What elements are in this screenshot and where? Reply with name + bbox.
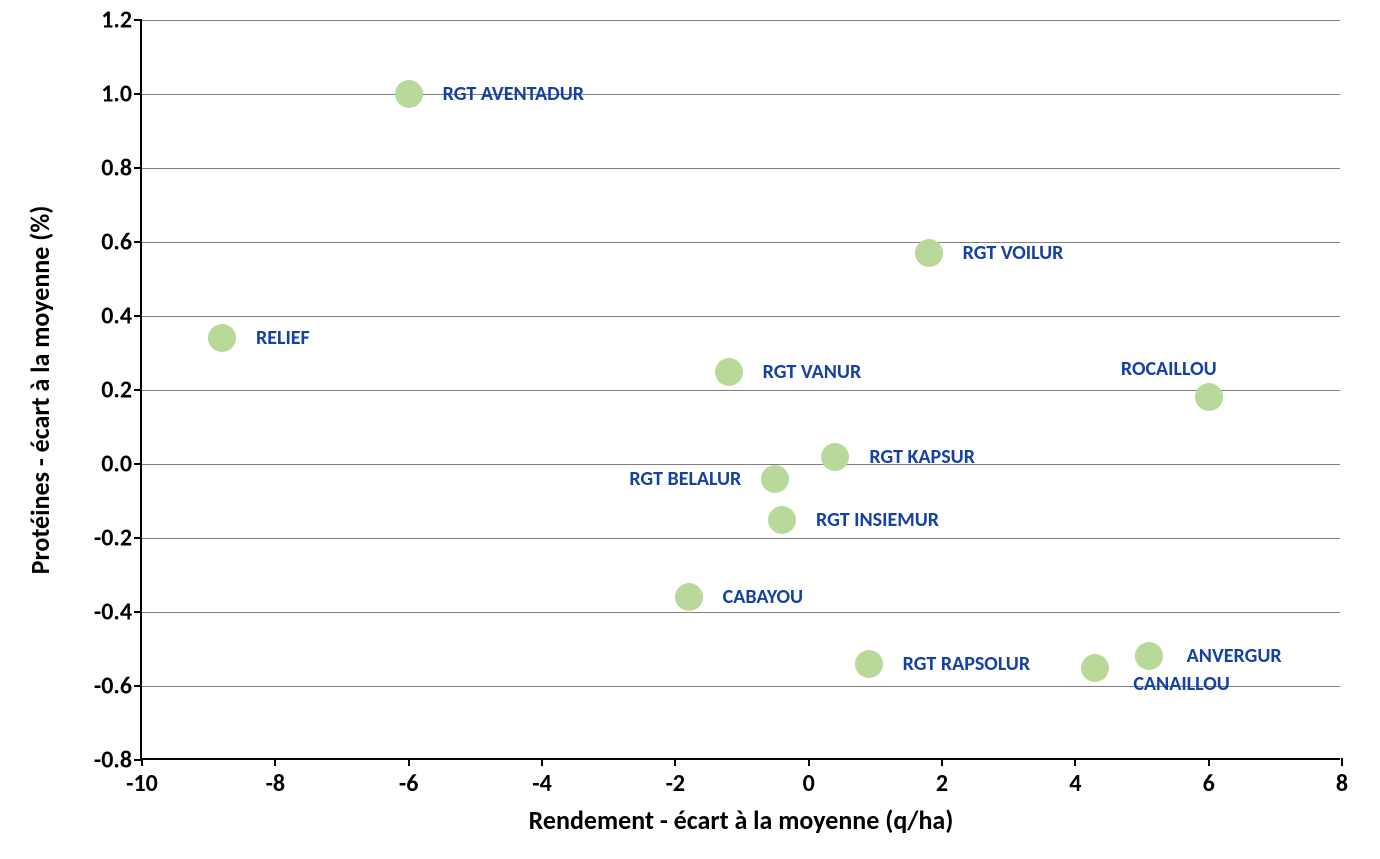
data-point-label: RGT VOILUR [963,241,1064,265]
y-tick [134,537,142,539]
y-axis-title: Protéines - écart à la moyenne (%) [24,206,56,575]
data-point-label: RGT KAPSUR [869,445,975,469]
data-point [768,506,796,534]
data-point-label: RELIEF [256,326,310,350]
gridline [142,242,1340,243]
x-tick-label: 6 [1203,769,1215,798]
gridline [142,612,1340,613]
gridline [142,538,1340,539]
x-tick [808,758,810,766]
data-point [915,239,943,267]
x-tick [1074,758,1076,766]
y-tick [134,167,142,169]
data-point-label: CABAYOU [723,585,803,609]
plot-area: -0.8-0.6-0.4-0.20.00.20.40.60.81.01.2-10… [140,20,1340,760]
x-tick-label: -6 [399,769,419,798]
gridline [142,316,1340,317]
gridline [142,20,1340,21]
x-tick [941,758,943,766]
gridline [142,94,1340,95]
data-point [1135,642,1163,670]
x-tick [141,758,143,766]
data-point [675,583,703,611]
gridline [142,464,1340,465]
data-point [395,80,423,108]
x-tick [674,758,676,766]
x-tick [408,758,410,766]
y-tick [134,389,142,391]
y-tick [134,19,142,21]
y-tick [134,611,142,613]
y-tick [134,463,142,465]
y-tick-label: -0.8 [72,746,132,775]
y-tick-label: 1.2 [72,6,132,35]
y-tick-label: -0.4 [72,598,132,627]
y-tick-label: 0.8 [72,154,132,183]
x-tick [274,758,276,766]
x-tick-label: -8 [266,769,286,798]
data-point-label: RGT RAPSOLUR [903,652,1030,676]
data-point-label: RGT INSIEMUR [816,508,939,532]
data-point-label: RGT VANUR [763,360,862,384]
data-point-label: ANVERGUR [1187,644,1282,668]
x-tick [1341,758,1343,766]
scatter-chart: -0.8 -0.6 -0.4 -0.2 0.0 0.2 0.4 0.6 0.8 1.0 1.2 -10… [0,0,1380,859]
y-tick [134,315,142,317]
x-tick-label: -2 [666,769,686,798]
x-axis-title: Rendement - écart à la moyenne (q/ha) [529,804,954,836]
data-point-label: RGT BELALUR [629,467,741,491]
y-tick-label: -0.6 [72,672,132,701]
y-tick [134,93,142,95]
x-tick-label: 0 [803,769,815,798]
y-tick [134,685,142,687]
gridline [142,168,1340,169]
y-tick-label: 0.2 [72,376,132,405]
x-tick [541,758,543,766]
gridline [142,390,1340,391]
y-tick-label: 1.0 [72,80,132,109]
x-tick-label: -4 [532,769,552,798]
data-point-label: ROCAILLOU [1121,357,1217,381]
data-point [855,650,883,678]
data-point [1195,383,1223,411]
data-point [715,358,743,386]
data-point [821,443,849,471]
x-tick-label: -10 [126,769,158,798]
y-tick-label: 0.6 [72,228,132,257]
y-tick-label: 0.4 [72,302,132,331]
data-point-label: CANAILLOU [1133,672,1229,696]
data-point [208,324,236,352]
y-tick-label: -0.2 [72,524,132,553]
x-tick-label: 8 [1336,769,1348,798]
x-tick-label: 4 [1069,769,1081,798]
data-point [761,465,789,493]
y-tick [134,241,142,243]
data-point-label: RGT AVENTADUR [443,82,584,106]
data-point [1081,654,1109,682]
x-tick [1208,758,1210,766]
x-tick-label: 2 [936,769,948,798]
y-tick-label: 0.0 [72,450,132,479]
